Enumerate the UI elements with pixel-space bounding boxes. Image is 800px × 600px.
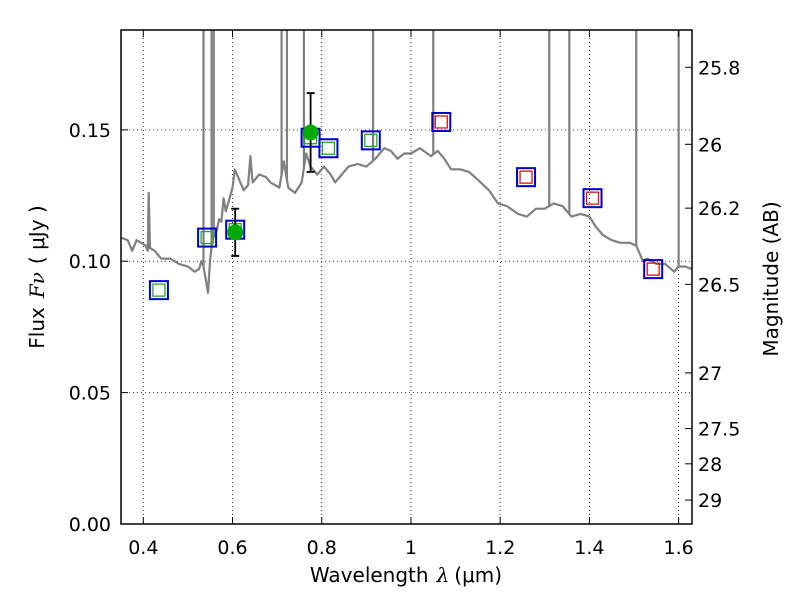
model-photometry-inner-square <box>364 133 378 148</box>
model-photometry-inner-square <box>646 262 660 276</box>
y-tick-label: 0.05 <box>69 383 111 405</box>
right-axis-title: Magnitude (AB) <box>759 201 783 356</box>
sed-spectrum <box>121 30 692 294</box>
x-tick-label: 1.2 <box>485 537 515 559</box>
magnitude-tick-label: 26 <box>698 134 722 156</box>
model-photometry-square <box>582 188 603 209</box>
x-axis-ticks: 0.4 0.6 0.8 1 1.2 1.4 1.6 <box>128 30 694 559</box>
sed-line <box>121 147 692 294</box>
x-tick-label: 0.8 <box>307 537 337 559</box>
model-photometry-inner-square <box>585 191 600 205</box>
y-tick-label: 0.10 <box>69 251 111 273</box>
magnitude-tick-label: 26.5 <box>698 274 740 296</box>
right-magnitude-axis-ticks: 25.8 26 26.2 26.5 27 27.5 28 29 <box>685 57 740 512</box>
model-photometry-inner-square <box>152 283 166 297</box>
model-photometry-inner-square <box>321 141 336 155</box>
x-axis-title: Wavelength λ (μm) <box>310 563 502 587</box>
x-tick-label: 1.4 <box>574 537 604 559</box>
model-photometry-square <box>431 111 452 132</box>
model-photometry-square <box>197 227 218 248</box>
magnitude-tick-label: 29 <box>698 490 722 512</box>
photometry-markers <box>148 92 664 301</box>
magnitude-tick-label: 27 <box>698 363 722 385</box>
model-photometry-square <box>643 259 664 280</box>
magnitude-tick-label: 27.5 <box>698 419 740 441</box>
model-photometry-square <box>318 138 339 159</box>
model-photometry-inner-square <box>519 170 533 184</box>
model-photometry-square <box>360 130 381 151</box>
plot-frame <box>120 29 693 525</box>
magnitude-tick-label: 28 <box>698 454 722 476</box>
observed-flux-point <box>302 124 319 141</box>
x-tick-label: 0.6 <box>217 537 247 559</box>
model-photometry-square <box>516 167 537 188</box>
y-axis-ticks: 0.00 0.05 0.10 0.15 <box>69 120 128 536</box>
model-photometry-inner-square <box>200 230 214 245</box>
x-tick-label: 1 <box>405 537 417 559</box>
y-tick-label: 0.00 <box>69 514 111 536</box>
x-tick-label: 1.6 <box>664 537 694 559</box>
observed-flux-point <box>227 224 244 241</box>
model-photometry-square <box>148 280 169 301</box>
x-tick-label: 0.4 <box>128 537 158 559</box>
model-photometry-inner-square <box>434 115 448 129</box>
y-tick-label: 0.15 <box>69 120 111 142</box>
y-axis-title: FluxFν( μJy ) <box>25 205 49 348</box>
magnitude-tick-label: 26.2 <box>698 198 740 220</box>
magnitude-tick-label: 25.8 <box>698 57 740 79</box>
